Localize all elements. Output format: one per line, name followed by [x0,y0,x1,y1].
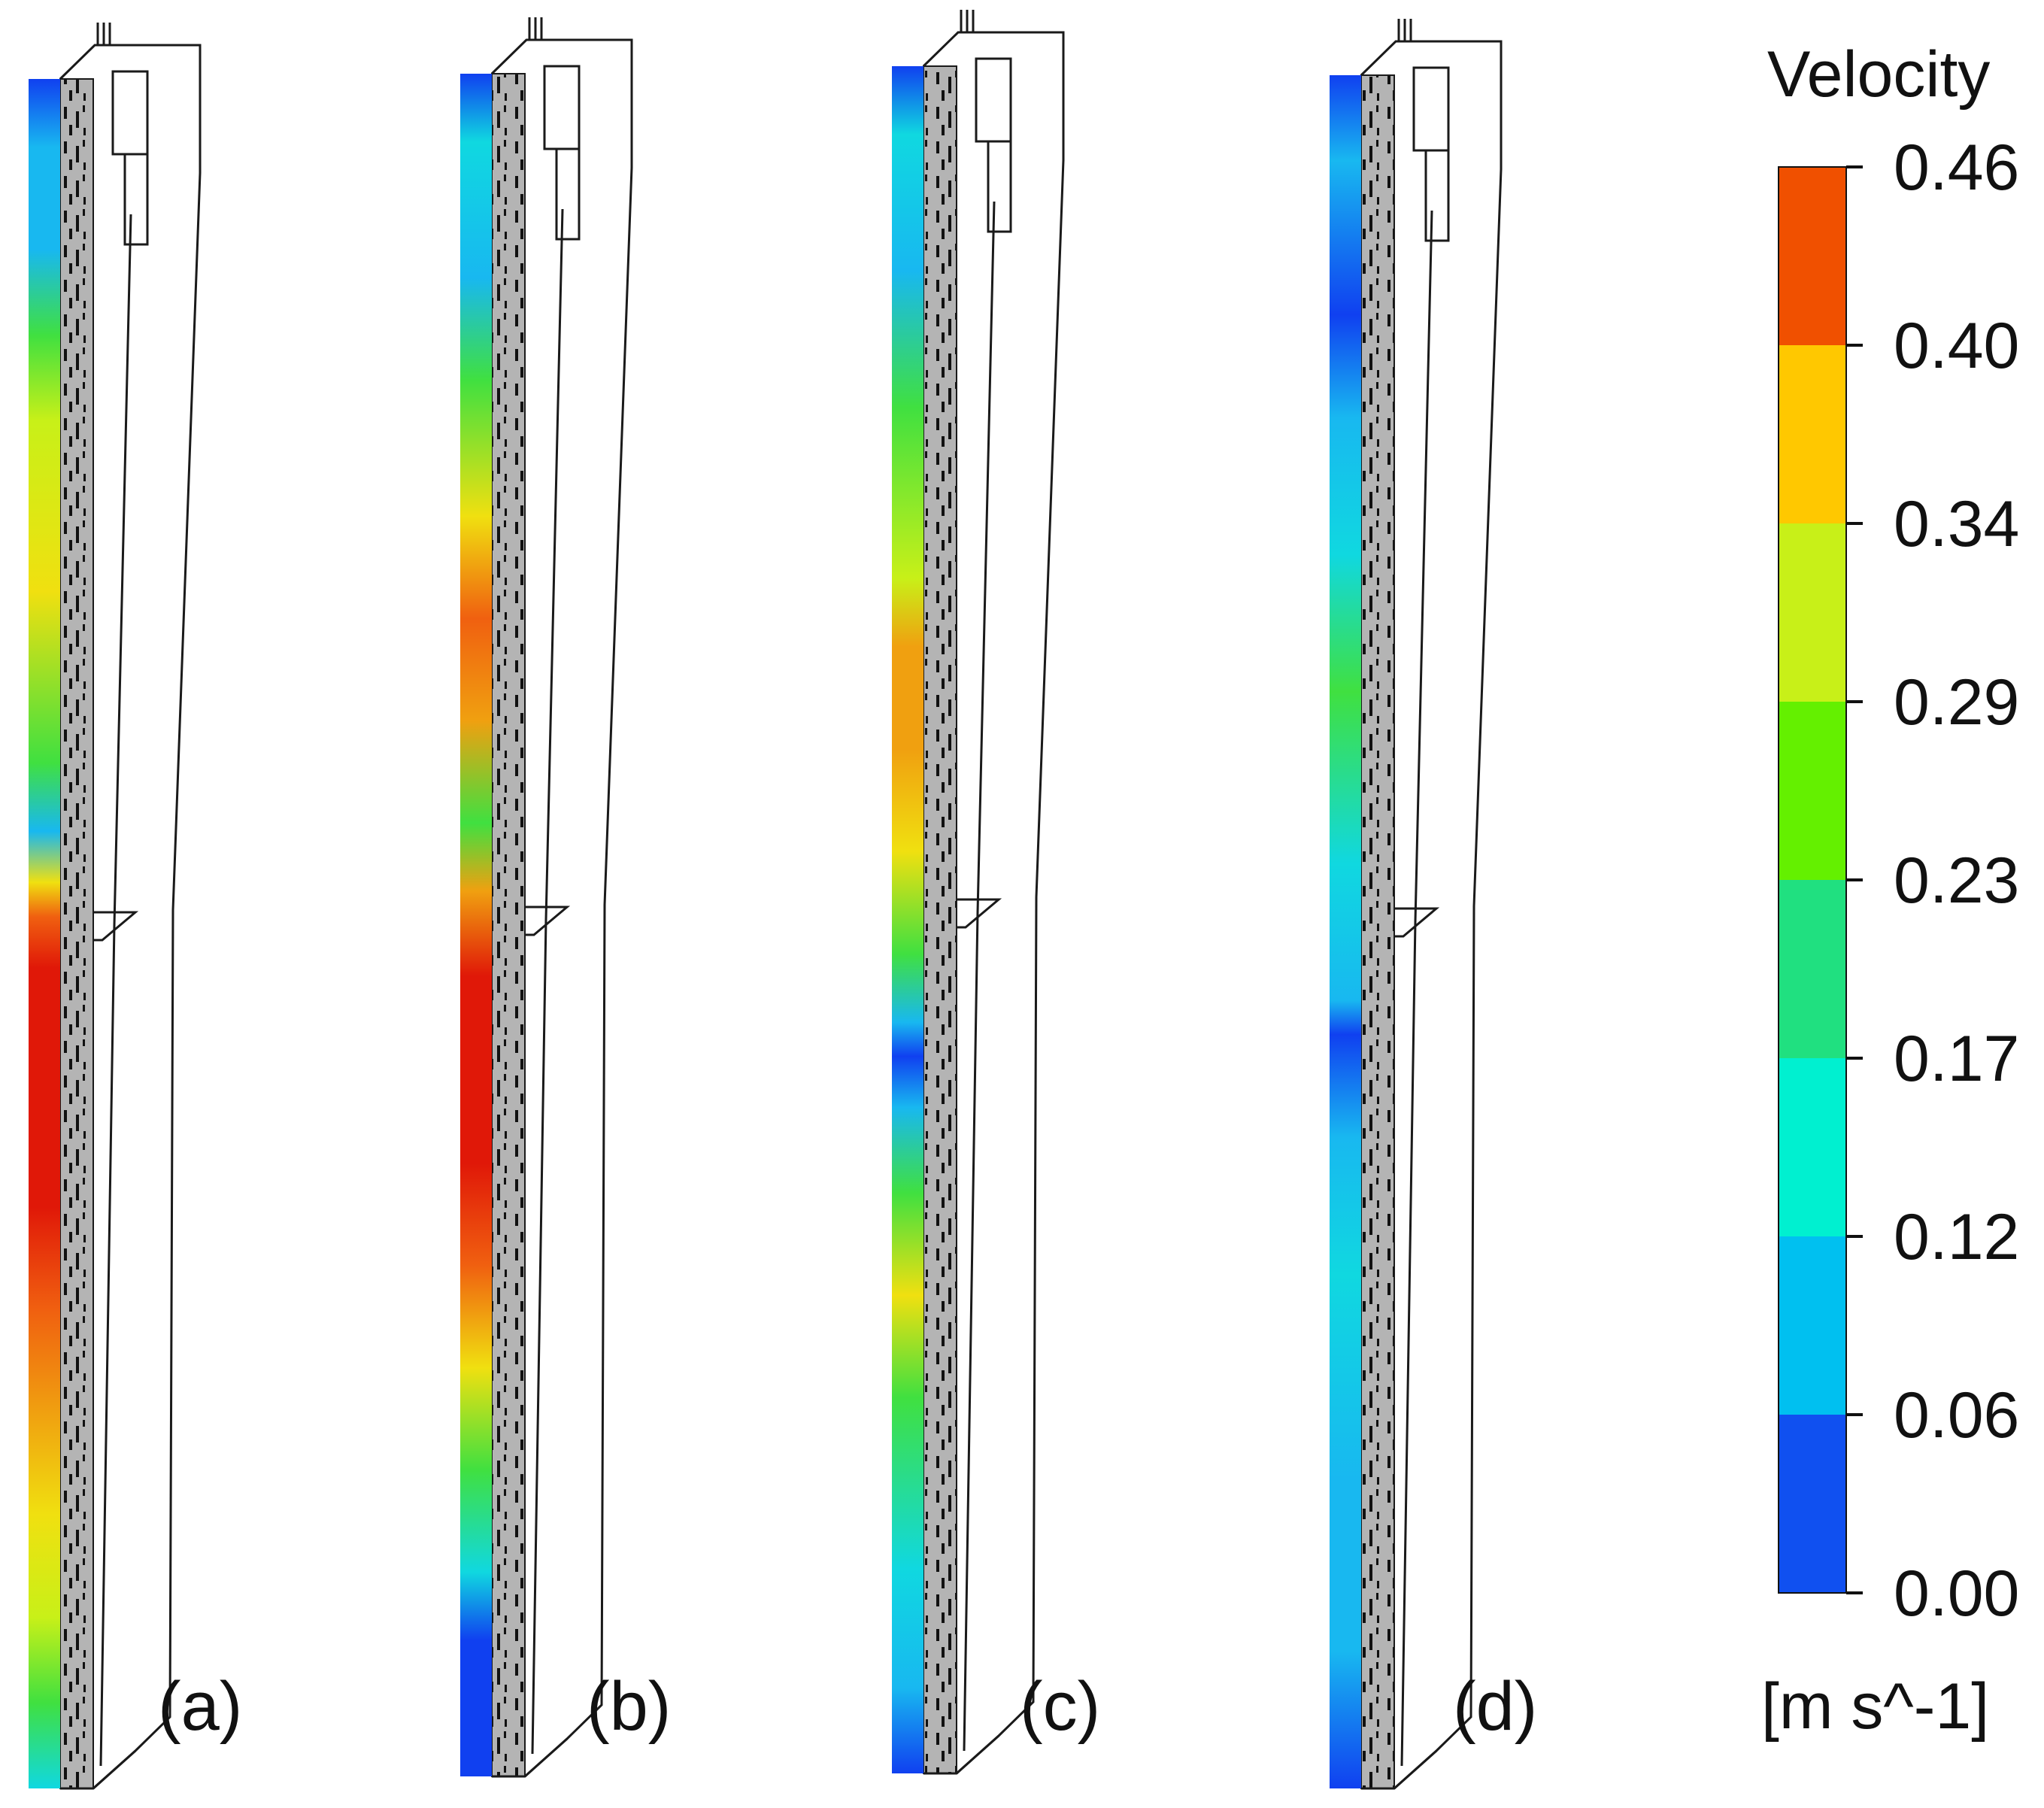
wall-vectors [1360,74,1395,1789]
legend-swatch [1779,345,1846,524]
inlet-pins [1397,19,1412,41]
inlet-box [111,70,149,156]
panel-label-c: (c) [1020,1668,1100,1745]
panel-c: (c) [892,10,1100,1775]
legend-swatch [1779,880,1846,1059]
legend-ticks: 0.46 0.40 0.34 0.29 0.23 0.17 0.12 0.06 0.00 [1846,132,2019,1630]
duct-outline [490,38,633,1778]
inlet-pins [960,10,975,32]
velocity-strip [1330,75,1361,1788]
wall-vectors [59,78,94,1789]
legend-unit: [m s^-1] [1761,1670,1989,1743]
velocity-strip [892,66,923,1773]
legend-colorbar [1778,166,1847,1594]
legend-tick-label: 0.23 [1894,845,2019,917]
velocity-strip [29,79,60,1788]
duct-inner-line [531,208,564,1755]
bottom-cap [60,1749,136,1790]
bottom-cap [492,1737,568,1778]
duct-outline [922,31,1065,1775]
inlet-box [543,65,581,150]
inlet-pipe [987,140,1012,233]
legend-swatch [1779,523,1846,702]
bottom-cap [1361,1749,1437,1790]
legend-tick-label: 0.17 [1894,1023,2019,1095]
legend-tick-label: 0.34 [1894,488,2019,560]
duct-outline [1360,40,1503,1790]
legend-tick-label: 0.29 [1894,666,2019,739]
legend-tick-label: 0.46 [1894,132,2019,204]
wall-vectors [923,65,957,1774]
inlet-pipe [123,153,149,246]
duct-inner-line [963,201,996,1752]
panel-label-a: (a) [158,1668,242,1745]
duct-outline [59,44,202,1790]
velocity-strip [460,74,492,1776]
legend-swatch [1779,1058,1846,1237]
panel-label-b: (b) [587,1668,671,1745]
legend-tick-label: 0.00 [1894,1558,2019,1630]
duct-inner-line [1400,210,1433,1767]
inlet-pipe [555,147,581,241]
legend-tick-label: 0.40 [1894,310,2019,382]
wall-vectors [491,73,526,1777]
inlet-box [1412,66,1450,152]
legend-swatch [1779,1415,1846,1594]
inlet-pins [96,23,111,45]
legend-swatch [1779,167,1846,346]
panel-d: (d) [1330,19,1537,1790]
legend-title: Velocity [1767,38,1990,111]
duct-inner-line [99,214,132,1767]
legend-tick-label: 0.12 [1894,1201,2019,1273]
inlet-pipe [1424,149,1450,242]
inlet-pins [528,17,543,40]
panels-layer: (a) (b) (c) (d) [29,10,1537,1790]
velocity-legend: Velocity 0.46 0.40 0.34 0.29 0.23 0.17 0.12 0.0… [1761,38,2019,1743]
legend-swatch [1779,702,1846,881]
panel-label-d: (d) [1453,1668,1537,1745]
inlet-box [975,57,1012,143]
panel-a: (a) [29,23,242,1790]
legend-tick-label: 0.06 [1894,1379,2019,1452]
legend-swatch [1779,1236,1846,1415]
bottom-cap [923,1734,999,1775]
panel-b: (b) [460,17,671,1778]
